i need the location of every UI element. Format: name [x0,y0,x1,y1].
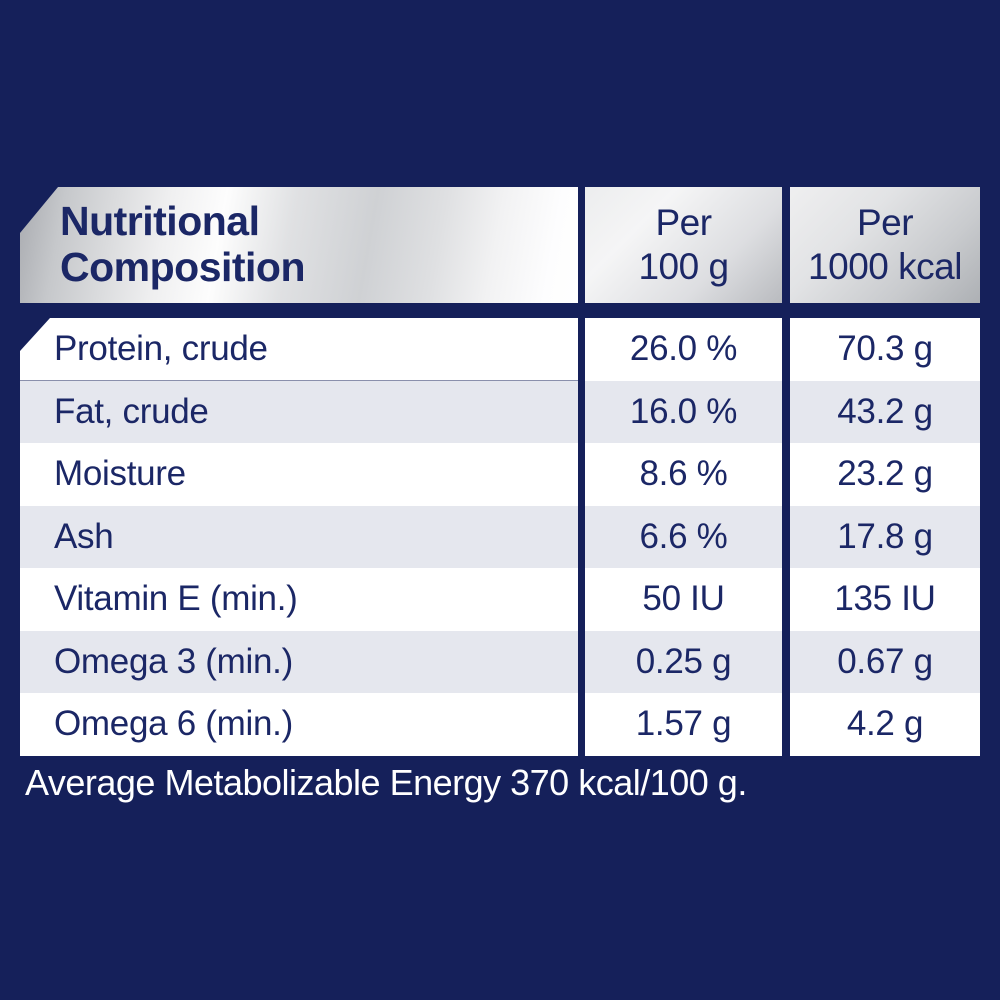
row-value-per-1000kcal: 70.3 g [790,318,980,381]
table-row: Omega 6 (min.) 1.57 g 4.2 g [20,693,980,756]
table-row: Fat, crude 16.0 % 43.2 g [20,380,980,444]
column-divider [782,187,790,303]
row-value-per-100g: 0.25 g [585,630,782,693]
row-label: Protein, crude [20,318,578,381]
column-divider [782,443,790,506]
column-divider [578,443,585,506]
row-value-per-1000kcal: 23.2 g [790,443,980,506]
column-divider [782,693,790,756]
column-divider [578,568,585,631]
row-value-per-100g: 8.6 % [585,443,782,506]
row-label: Omega 6 (min.) [20,693,578,756]
row-label: Moisture [20,443,578,506]
column-divider [782,506,790,569]
column-header-line: Per [856,202,914,244]
column-divider [578,506,585,569]
panel-title: Nutritional Composition [60,198,306,290]
column-header-line: Per [655,202,712,244]
column-divider [578,381,585,444]
panel-header-row: Nutritional Composition Per 100 g Per 10… [20,187,980,303]
table-row: Moisture 8.6 % 23.2 g [20,443,980,506]
energy-note: Average Metabolizable Energy 370 kcal/10… [25,762,747,803]
row-label: Vitamin E (min.) [20,568,578,631]
row-value-per-1000kcal: 43.2 g [790,380,980,443]
table-row: Ash 6.6 % 17.8 g [20,505,980,569]
column-divider [782,381,790,444]
column-divider [578,187,585,303]
column-header-line: 1000 kcal [808,246,962,287]
row-label: Omega 3 (min.) [20,630,578,693]
column-divider [578,318,585,381]
row-label: Ash [20,505,578,568]
column-header-line: 100 g [638,246,729,287]
row-value-per-1000kcal: 135 IU [790,568,980,631]
row-value-per-1000kcal: 4.2 g [790,693,980,756]
column-divider [578,631,585,694]
row-value-per-100g: 1.57 g [585,693,782,756]
row-value-per-100g: 26.0 % [585,318,782,381]
column-divider [782,568,790,631]
row-value-per-1000kcal: 17.8 g [790,505,980,568]
nutrition-panel: Nutritional Composition Per 100 g Per 10… [20,187,980,756]
panel-title-cell: Nutritional Composition [20,187,578,303]
header-body-gap [20,303,980,318]
table-row: Protein, crude 26.0 % 70.3 g [20,318,980,381]
row-value-per-100g: 50 IU [585,568,782,631]
column-divider [782,631,790,694]
row-label: Fat, crude [20,380,578,443]
row-value-per-100g: 16.0 % [585,380,782,443]
row-value-per-100g: 6.6 % [585,505,782,568]
column-divider [782,318,790,381]
table-row: Omega 3 (min.) 0.25 g 0.67 g [20,630,980,694]
table-row: Vitamin E (min.) 50 IU 135 IU [20,568,980,631]
column-divider [578,693,585,756]
column-header-per-100g: Per 100 g [585,187,782,303]
column-header-per-1000kcal: Per 1000 kcal [790,187,980,303]
row-value-per-1000kcal: 0.67 g [790,630,980,693]
